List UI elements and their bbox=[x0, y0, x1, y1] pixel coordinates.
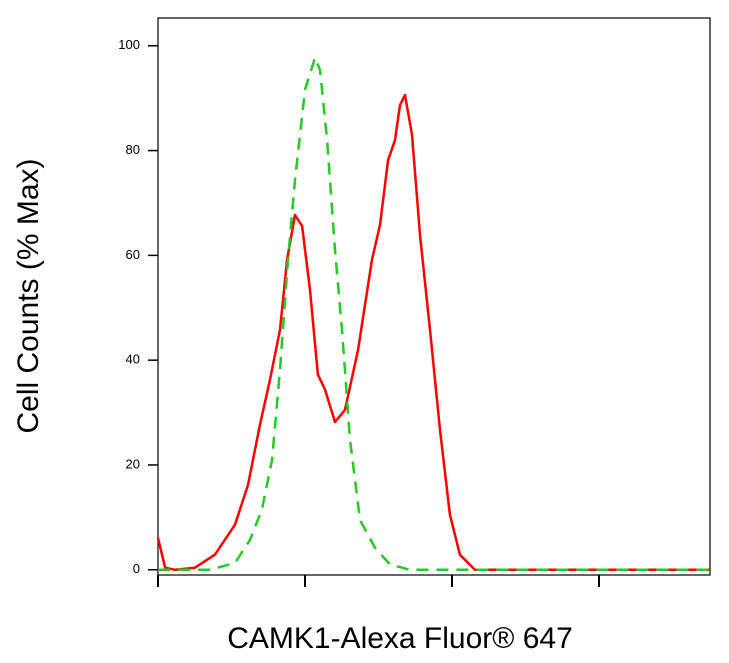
plot-frame bbox=[157, 17, 711, 576]
y-tick-label: 80 bbox=[126, 142, 140, 157]
y-tick-label: 40 bbox=[126, 352, 140, 367]
x-axis-label: CAMK1-Alexa Fluor® 647 bbox=[227, 622, 573, 655]
histogram-line bbox=[158, 56, 710, 572]
y-tick-label: 100 bbox=[118, 37, 140, 52]
y-tick-label: 60 bbox=[126, 247, 140, 262]
y-tick-label: 20 bbox=[126, 456, 140, 471]
y-tick-label: 0 bbox=[133, 561, 140, 576]
histogram-line bbox=[156, 93, 710, 572]
y-axis-label: Cell Counts (% Max) bbox=[12, 158, 45, 433]
